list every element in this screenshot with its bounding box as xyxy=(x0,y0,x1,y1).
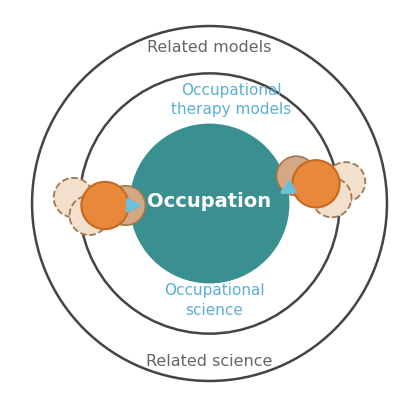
Circle shape xyxy=(312,178,352,217)
Circle shape xyxy=(131,125,288,282)
Circle shape xyxy=(79,73,340,334)
Text: Occupation: Occupation xyxy=(147,192,272,211)
Circle shape xyxy=(106,186,145,225)
Circle shape xyxy=(32,26,387,381)
Circle shape xyxy=(81,182,129,229)
Circle shape xyxy=(326,162,365,201)
Circle shape xyxy=(70,196,109,235)
Text: Occupational
therapy models: Occupational therapy models xyxy=(171,83,291,117)
Text: Occupational
science: Occupational science xyxy=(164,283,265,317)
Circle shape xyxy=(292,160,340,208)
Circle shape xyxy=(54,178,93,217)
Circle shape xyxy=(277,156,316,196)
Text: Related models: Related models xyxy=(147,40,272,55)
Text: Related science: Related science xyxy=(146,354,273,369)
